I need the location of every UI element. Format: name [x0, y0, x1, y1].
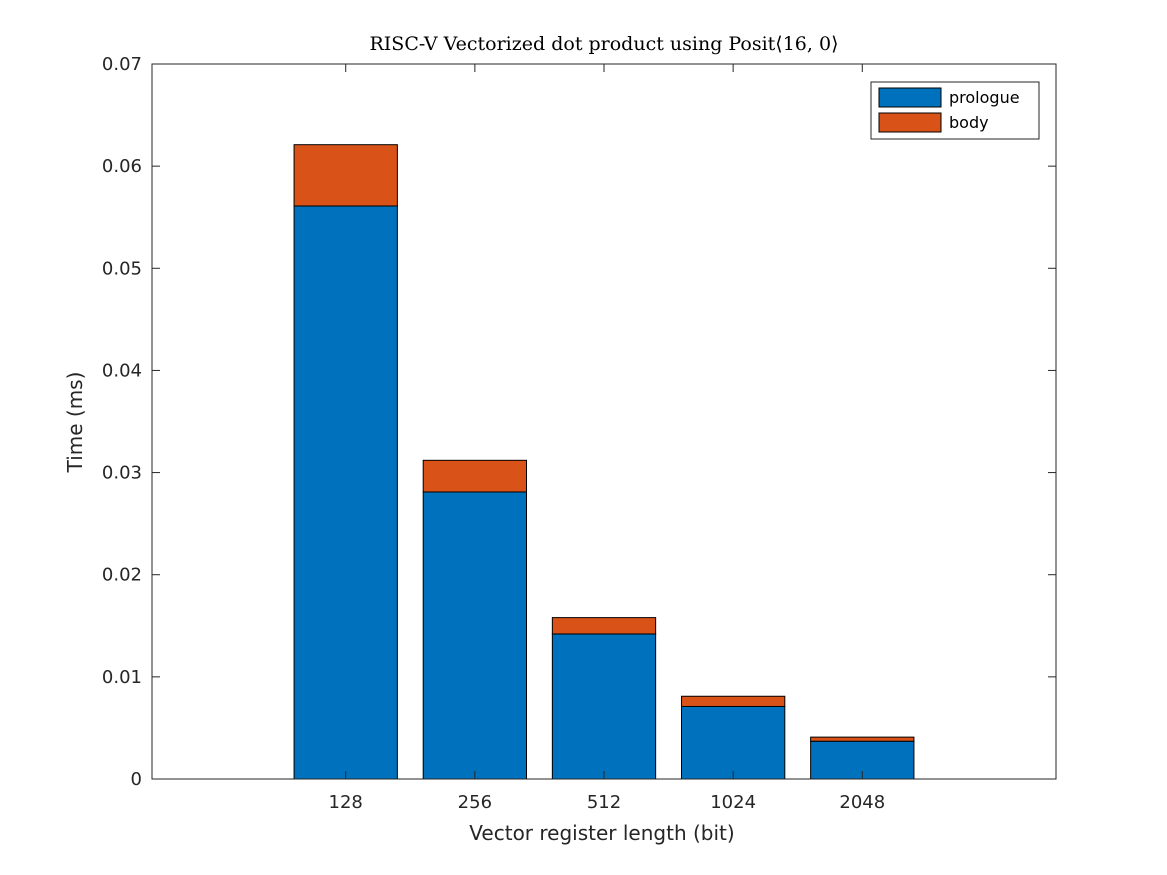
x-axis-label: Vector register length (bit) [469, 821, 734, 845]
legend: prologue body [870, 81, 1040, 140]
bar-body-128 [293, 144, 398, 207]
x-tick-label: 2048 [839, 792, 885, 813]
x-tick-label: 256 [458, 792, 492, 813]
y-axis: 0 0.01 0.02 0.03 0.04 0.05 0.06 0.07 [102, 54, 1056, 790]
y-tick-label: 0.06 [102, 156, 142, 177]
bar-prologue-1024 [680, 705, 786, 780]
y-tick-label: 0.05 [102, 258, 142, 279]
legend-swatch-body [878, 112, 942, 133]
x-tick-label: 512 [587, 792, 621, 813]
x-tick-label: 1024 [710, 792, 756, 813]
y-axis-label: Time (ms) [63, 372, 87, 474]
legend-label-body: body [949, 113, 989, 132]
x-axis: 128 256 512 1024 2048 [329, 64, 885, 813]
bars-group [293, 144, 915, 780]
legend-label-prologue: prologue [949, 88, 1020, 107]
y-tick-label: 0.02 [102, 565, 142, 586]
x-tick-label: 128 [329, 792, 363, 813]
y-tick-label: 0 [131, 769, 142, 790]
bar-body-2048 [810, 736, 915, 742]
bar-body-256 [422, 459, 528, 493]
legend-swatch-prologue [878, 87, 942, 108]
bar-prologue-128 [293, 205, 398, 780]
bar-prologue-512 [551, 633, 657, 780]
y-tick-label: 0.03 [102, 463, 142, 484]
y-tick-label: 0.07 [102, 54, 142, 75]
y-tick-label: 0.04 [102, 360, 142, 381]
bar-body-512 [551, 617, 657, 635]
y-tick-label: 0.01 [102, 667, 142, 688]
bar-body-1024 [680, 695, 786, 707]
legend-entries: prologue body [878, 87, 1020, 133]
chart-title: RISC-V Vectorized dot product using Posi… [370, 33, 839, 55]
bar-prologue-256 [422, 491, 528, 780]
